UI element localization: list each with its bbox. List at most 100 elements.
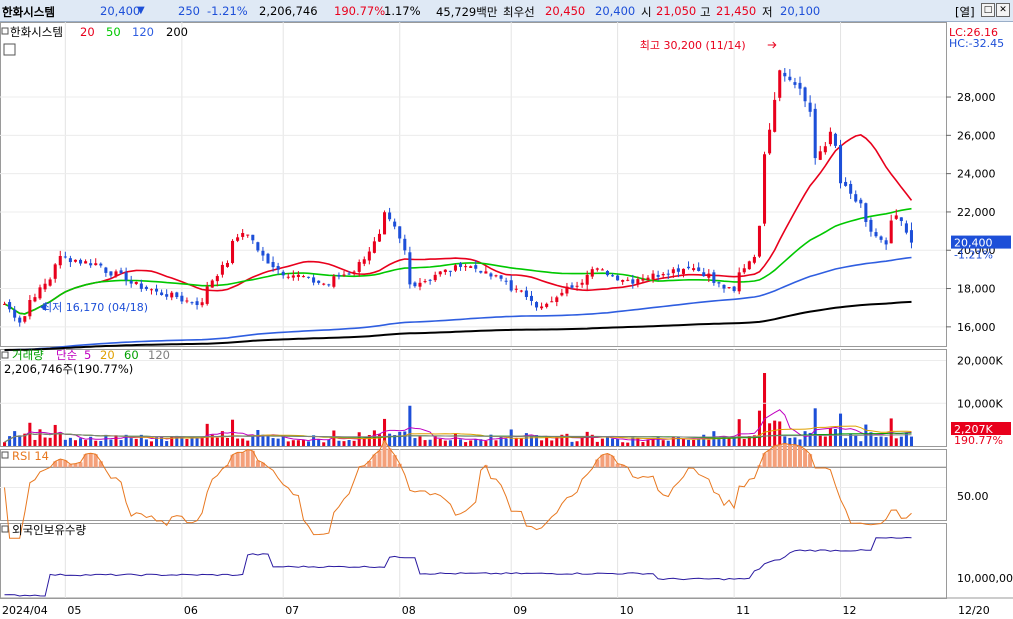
candle-body (484, 271, 488, 274)
volume-bar (884, 437, 888, 446)
volume-bar (352, 440, 356, 446)
candle-body (519, 290, 523, 292)
volume-bar (408, 405, 412, 446)
candle-body (489, 273, 493, 277)
x-tick-label: 07 (285, 604, 299, 617)
candle-body (68, 258, 72, 263)
candle-body (322, 283, 326, 285)
candle-body (697, 267, 701, 272)
y-tick-label: 10,000,000 (957, 572, 1013, 585)
y-tick-label: 18,000 (957, 283, 996, 296)
volume-bar (854, 435, 858, 446)
ma-legend-50: 50 (106, 25, 121, 39)
candle-body (372, 241, 376, 253)
volume-bar (215, 437, 219, 446)
stock-name[interactable]: 한화시스템 (2, 5, 55, 19)
priority-label: 최우선 (503, 5, 535, 19)
volume-ma-legend: 5 (84, 348, 91, 362)
volume-bar (849, 433, 853, 446)
volume-bar (266, 435, 270, 446)
volume-bar (600, 438, 604, 446)
volume-bar (661, 440, 665, 446)
ma-legend-120: 120 (132, 25, 154, 39)
volume-bar (605, 436, 609, 446)
volume-bar (210, 434, 214, 446)
panel-toggle-icon (1, 27, 9, 35)
volume-bar (38, 429, 42, 446)
volume-bar (747, 436, 751, 446)
volume-bar (773, 420, 777, 446)
volume-bar (499, 436, 503, 446)
candle-body (104, 267, 108, 273)
hc-label: HC:-32.45 (949, 37, 1004, 50)
rsi-panel-title: RSI 14 (12, 449, 49, 463)
volume-bar (388, 433, 392, 446)
last-volume-box (951, 422, 1011, 435)
candle-body (656, 274, 660, 277)
close-icon[interactable]: ✕ (996, 3, 1010, 17)
candle-body (788, 76, 792, 81)
volume-ma20-line (4, 425, 912, 443)
foreign-panel-title: 외국인보유수량 (12, 523, 86, 537)
volume-ma-legend: 60 (124, 348, 139, 362)
candle-body (79, 259, 83, 264)
open-label: 시 (641, 5, 652, 19)
candle-body (783, 72, 787, 77)
volume-bar (124, 434, 128, 446)
volume-bar (276, 438, 280, 446)
y-tick-label: 26,000 (957, 129, 996, 142)
open-menu-button[interactable]: [열] (955, 5, 975, 19)
quote-header: 한화시스템 20,400 ▼ 250 -1.21% 2,206,746 190.… (0, 0, 1013, 22)
volume-bar (165, 441, 169, 446)
volume-bar (803, 431, 807, 446)
candle-body (474, 265, 478, 269)
volume-bar (874, 437, 878, 446)
candle-body (165, 294, 169, 297)
candle-body (200, 302, 204, 306)
volume-bar (570, 441, 574, 446)
volume-bar (99, 440, 103, 446)
volume-ma-type: 단순 (56, 348, 77, 362)
candle-body (225, 262, 229, 267)
candle-body (540, 306, 544, 309)
volume-bar (828, 428, 832, 446)
volume-bar (626, 442, 630, 446)
candle-body (894, 215, 898, 219)
candle-body (833, 133, 837, 146)
candle-body (428, 279, 432, 281)
volume-bar (752, 435, 756, 446)
volume-panel-title: 거래량 (12, 348, 44, 362)
candle-body (84, 261, 88, 264)
volume-bar (727, 438, 731, 446)
candle-body (661, 273, 665, 276)
stock-chart[interactable]: 2024/04 05 06 07 08 09 10 11 12 12/20 16,000 18,000… (0, 22, 1013, 619)
low-label: 저 (762, 5, 773, 19)
volume-bar (256, 429, 260, 446)
volume-bar (681, 438, 685, 446)
volume-bar (200, 436, 204, 446)
volume-bar (337, 440, 341, 446)
volume-bar (393, 435, 397, 446)
volume-bar (443, 440, 447, 446)
candle-body (388, 212, 392, 220)
grid-icon (3, 43, 16, 56)
x-tick-label: 10 (620, 604, 634, 617)
candle-body (327, 284, 331, 286)
candle-body (266, 253, 270, 264)
volume-bar (514, 438, 518, 446)
volume-bar (367, 435, 371, 446)
ma120-line (4, 256, 912, 351)
candle-body (535, 302, 539, 308)
low-price: 20,100 (780, 4, 821, 18)
volume-bar (676, 437, 680, 446)
volume-caption: 2,206,746주(190.77%) (4, 362, 133, 376)
open-price: 21,050 (656, 4, 697, 18)
candle-body (33, 297, 37, 302)
volume-bar (793, 437, 797, 446)
candle-body (879, 236, 883, 240)
volume-bar (788, 437, 792, 446)
candle-body (504, 280, 508, 282)
restore-icon[interactable]: □ (981, 3, 995, 17)
volume-bar (737, 419, 741, 446)
volume-bar (342, 441, 346, 446)
